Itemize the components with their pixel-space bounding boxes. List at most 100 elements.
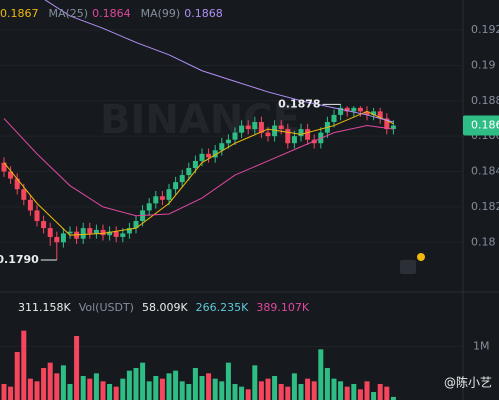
volume-bar [113,386,119,400]
volume-bar [331,378,337,400]
candle-body [232,132,238,140]
candle-body [239,125,245,133]
candle-body [344,107,350,112]
volume-legend: Vol(USDT) [79,301,134,314]
candle-body [245,125,251,130]
volume-bar [298,384,304,400]
volume-bar [80,376,86,400]
annotation: 0.1790 [0,253,39,266]
volume-bar [212,378,218,400]
candle-body [120,233,126,237]
volume-bar [219,381,225,400]
candle-body [252,122,258,130]
candle-body [285,129,291,144]
volume-bar [338,381,344,400]
volume-bar [265,378,271,400]
volume-bar [47,362,53,400]
volume-bar [74,336,80,400]
candle-body [1,162,7,172]
volume-bar [21,330,27,400]
volume-bar [173,370,179,400]
price-tag-label: 0.1866 [471,119,499,132]
candle-body [272,125,278,137]
volume-bar [357,389,363,400]
volume-bar [272,376,278,400]
volume-bar [245,389,251,400]
volume-legend: 266.235K [196,301,249,314]
volume-bar [133,368,139,400]
candle-body [219,143,225,151]
volume-bar [153,376,159,400]
volume-bar [146,381,152,400]
ma-line [3,110,394,236]
volume-bar [351,384,357,400]
volume-bar [344,386,350,400]
candle-body [54,236,60,243]
volume-bar [100,381,106,400]
candle-body [8,171,14,179]
y-tick-label: 0.182 [471,200,499,213]
alert-icon[interactable] [400,253,425,274]
candle-body [100,229,106,236]
candle-body [47,228,53,237]
volume-bar [87,378,93,400]
volume-bar [54,373,60,400]
candle-body [338,107,344,115]
volume-bar [371,392,377,400]
volume-bar [232,384,238,400]
volume-bar [285,386,291,400]
candle-body [173,182,179,190]
y-tick-label: 0.18 [471,235,496,248]
annotation: 0.1878 [278,97,320,110]
ma-line [3,118,394,217]
candle-body [371,111,377,115]
volume-bar [192,368,198,400]
volume-bar [8,386,14,400]
volume-bar [14,352,20,400]
candle-body [298,129,304,137]
candle-body [21,189,27,200]
volume-bar [364,381,370,400]
candle-body [126,228,132,234]
volume-bar [93,373,99,400]
volume-bar [41,368,47,400]
volume-legend: 389.107K [256,301,309,314]
candle-body [41,221,47,229]
volume-bar [67,384,73,400]
volume-bar [1,384,7,400]
credit: @陈小艺 [444,375,492,390]
candle-body [87,228,93,234]
candle-body [159,196,165,200]
candle-body [278,125,284,130]
legend-value: 0.1864 [92,7,131,20]
volume-bar [126,370,132,400]
candle-body [113,231,119,237]
y-tick-label: 0.184 [471,165,499,178]
candle-body [377,111,383,119]
candle-body [146,203,152,211]
y-tick-label: 1M [473,340,490,353]
volume-legend: 58.009K [142,301,188,314]
legend-value: 0.1868 [184,7,223,20]
y-tick-label: 0.19 [471,58,496,71]
volume-bar [278,384,284,400]
volume-bar [186,384,192,400]
candle-body [225,139,231,144]
candle-body [357,107,363,112]
volume-bar [120,378,126,400]
volume-bar [179,381,185,400]
volume-bar [166,373,172,400]
volume-bar [225,362,231,400]
legend-name: MA(99) [141,7,181,20]
y-tick-label: 0.188 [471,94,499,107]
volume-legend: 311.158K [18,301,71,314]
candle-body [67,231,73,234]
candle-body [351,107,357,112]
candle-body [265,132,271,137]
candle-body [384,118,390,130]
candle-body [27,199,33,211]
volume-bar [377,384,383,400]
volume-bar [390,396,396,400]
